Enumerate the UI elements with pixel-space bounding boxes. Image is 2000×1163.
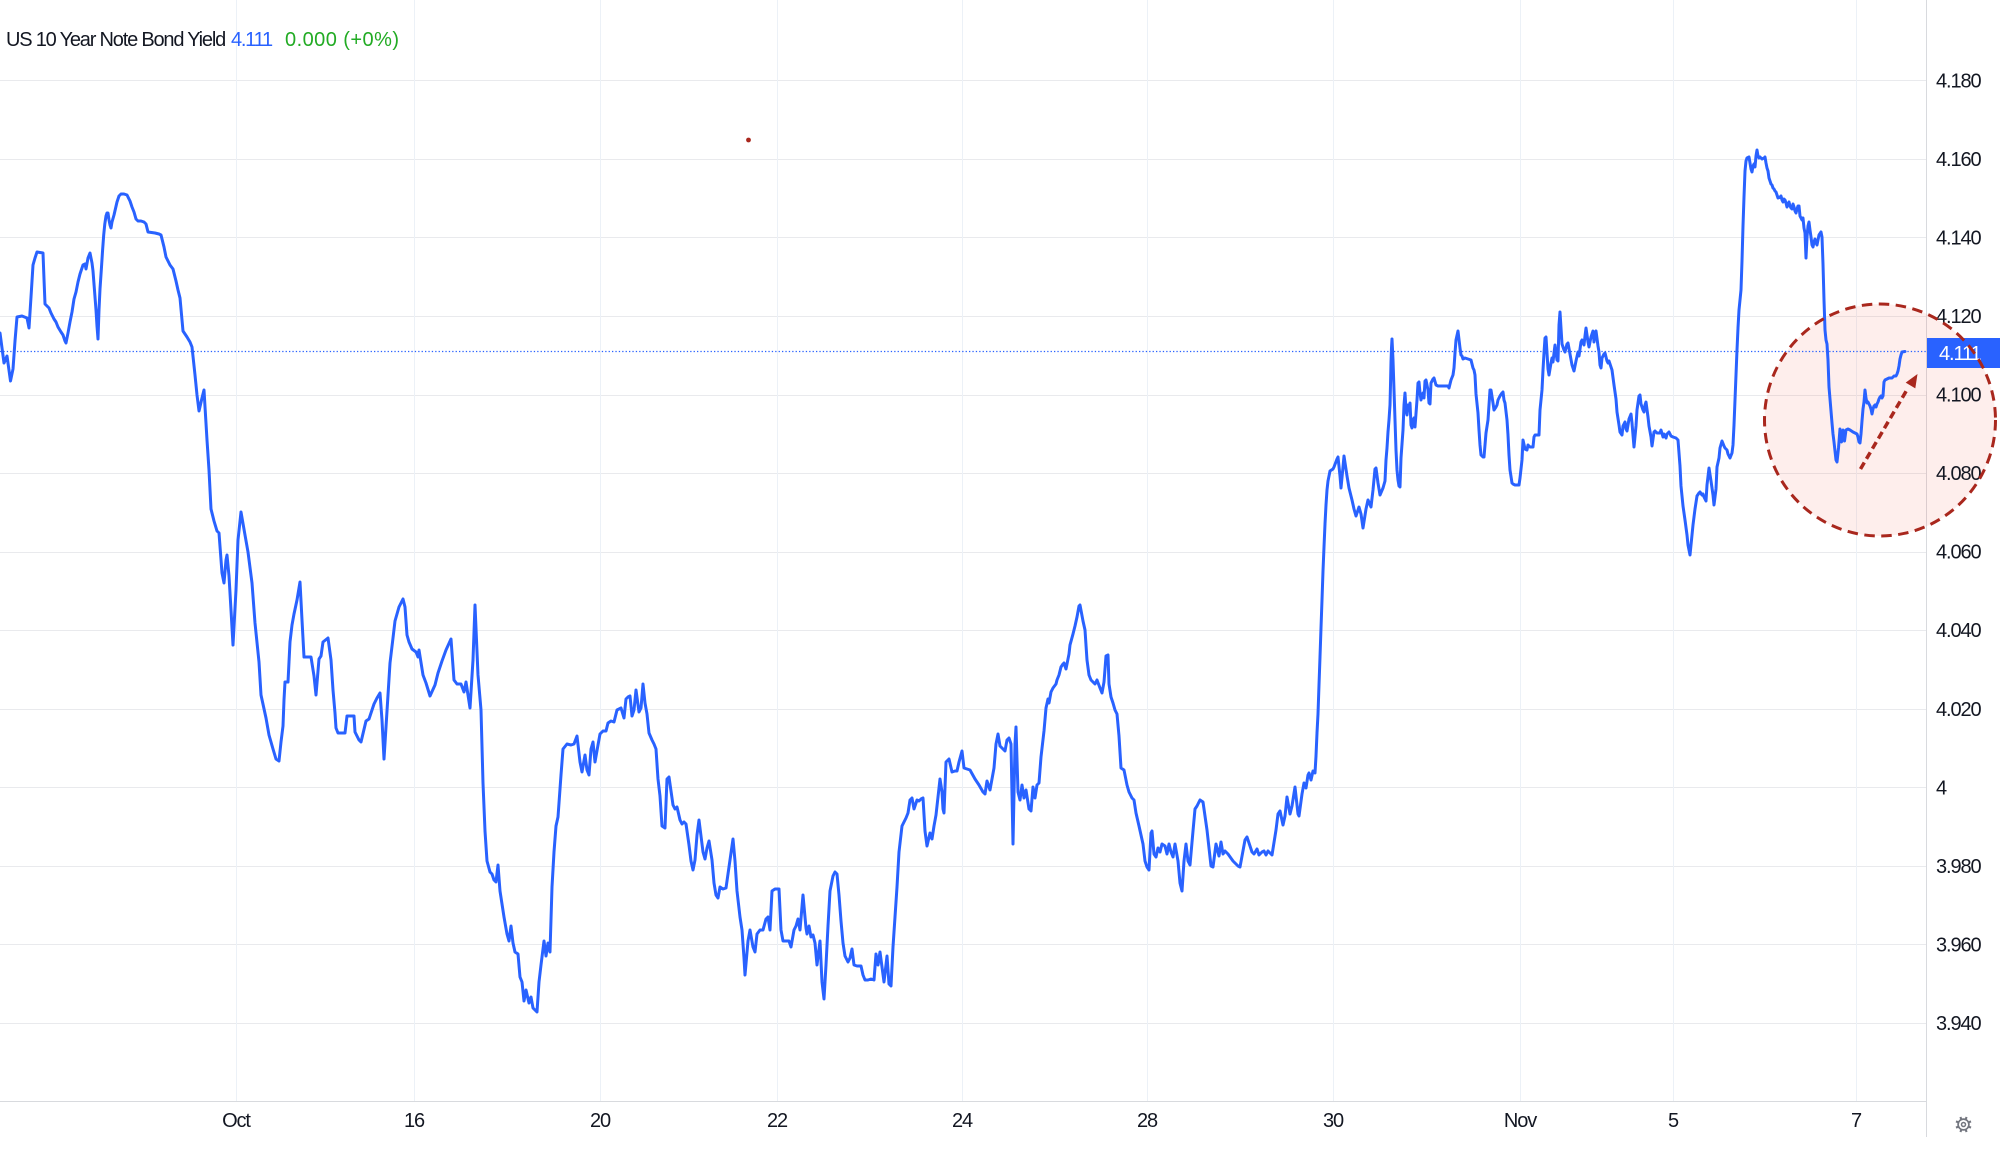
svg-text:US 10 Year Note Bond Yield: US 10 Year Note Bond Yield [6, 29, 225, 51]
svg-text:5: 5 [1668, 1110, 1679, 1132]
svg-text:20: 20 [590, 1110, 611, 1132]
svg-text:7: 7 [1851, 1110, 1862, 1132]
svg-text:Oct: Oct [222, 1110, 251, 1132]
svg-text:3.980: 3.980 [1936, 856, 1982, 878]
svg-text:4.180: 4.180 [1936, 70, 1982, 92]
svg-text:4.100: 4.100 [1936, 385, 1982, 407]
svg-text:4.040: 4.040 [1936, 620, 1982, 642]
svg-text:4.160: 4.160 [1936, 149, 1982, 171]
svg-text:4.060: 4.060 [1936, 542, 1982, 564]
svg-text:4.120: 4.120 [1936, 306, 1982, 328]
svg-text:30: 30 [1323, 1110, 1344, 1132]
svg-text:22: 22 [767, 1110, 788, 1132]
svg-text:24: 24 [952, 1110, 973, 1132]
svg-text:28: 28 [1137, 1110, 1158, 1132]
svg-text:4.140: 4.140 [1936, 228, 1982, 250]
svg-text:3.960: 3.960 [1936, 934, 1982, 956]
svg-text:16: 16 [404, 1110, 425, 1132]
svg-text:3.940: 3.940 [1936, 1013, 1982, 1035]
svg-text:4.111: 4.111 [1939, 343, 1982, 365]
svg-text:4.020: 4.020 [1936, 699, 1982, 721]
svg-text:4.111: 4.111 [231, 29, 273, 51]
svg-text:0.000 (+0%): 0.000 (+0%) [285, 29, 399, 51]
svg-text:4.080: 4.080 [1936, 463, 1982, 485]
svg-text:4: 4 [1936, 777, 1947, 799]
svg-text:Nov: Nov [1504, 1110, 1537, 1132]
